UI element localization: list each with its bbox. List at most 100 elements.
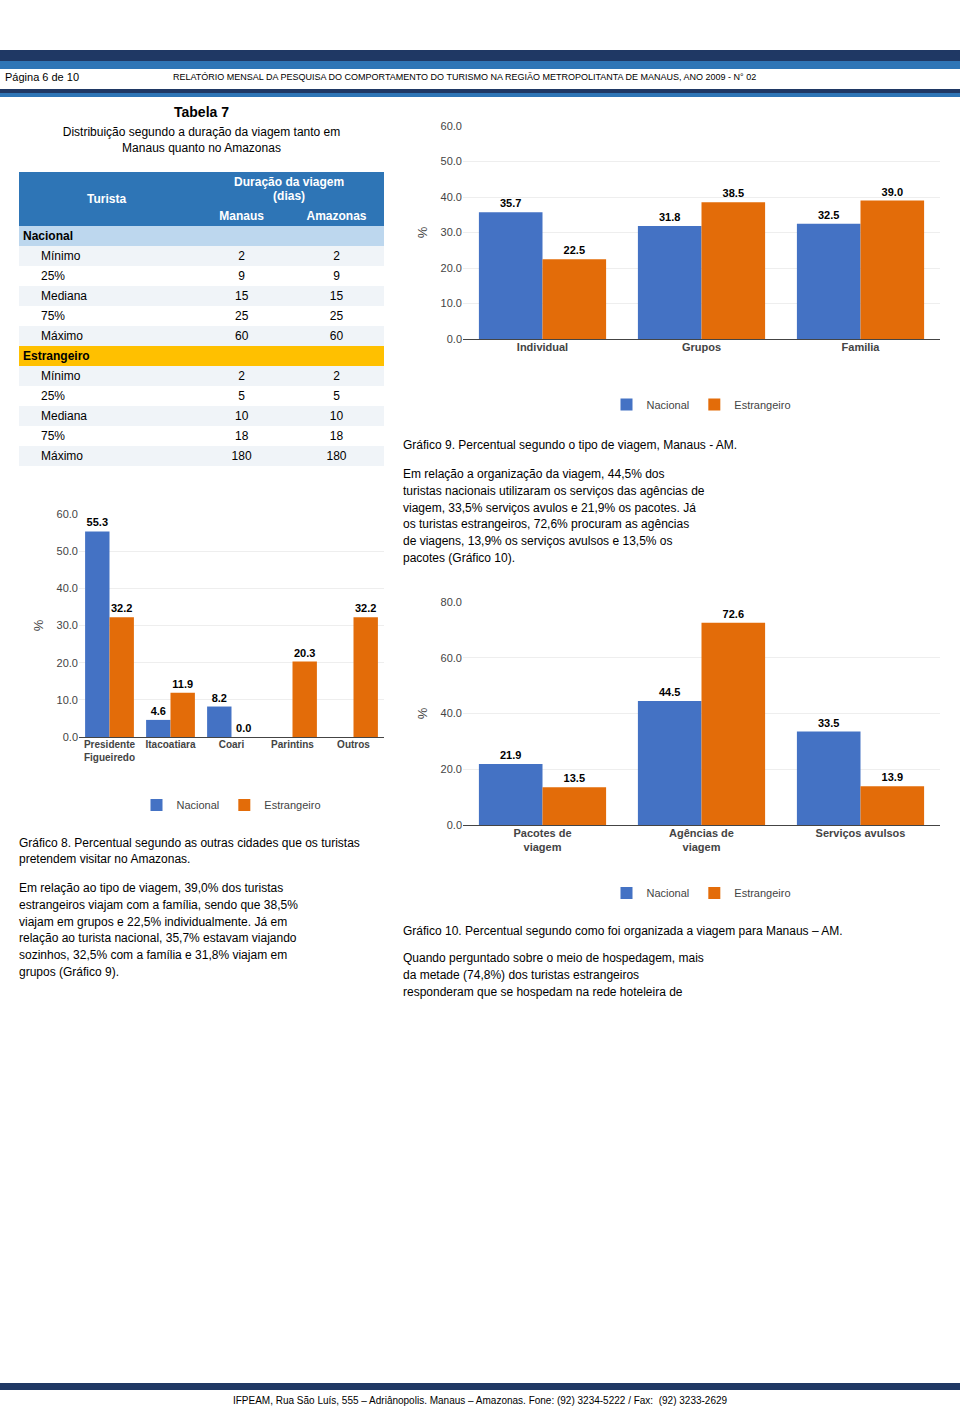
svg-text:Itacoatiara: Itacoatiara [145, 739, 195, 750]
html-text:25%: 25% [41, 269, 65, 283]
html-text:Mínimo: Mínimo [41, 369, 81, 383]
html-text:Máximo: Máximo [41, 449, 83, 463]
html-text:Gráfico 8. Percentual segundo: Gráfico 8. Percentual segundo as outras … [19, 836, 360, 866]
svg-text:Coari: Coari [219, 739, 245, 750]
html-text:10: 10 [329, 409, 344, 423]
svg-text:Pacotes deviagem: Pacotes deviagem [513, 827, 571, 853]
html-text:Mínimo: Mínimo [41, 249, 81, 263]
html-text:25: 25 [235, 309, 249, 323]
svg-text:21.9: 21.9 [500, 749, 521, 761]
svg-text:32.2: 32.2 [111, 602, 132, 614]
svg-text:40.0: 40.0 [57, 582, 78, 594]
html-text:25%: 25% [41, 389, 65, 403]
svg-text:8.2: 8.2 [212, 692, 227, 704]
svg-text:40.0: 40.0 [441, 707, 462, 719]
svg-text:%: % [31, 619, 46, 631]
html-text:60: 60 [235, 329, 249, 343]
html-text:Amazonas: Amazonas [306, 209, 367, 223]
svg-text:22.5: 22.5 [564, 244, 585, 256]
svg-text:80.0: 80.0 [441, 596, 462, 608]
html-text:Nacional: Nacional [23, 229, 73, 243]
svg-text:Estrangeiro: Estrangeiro [264, 799, 320, 811]
svg-text:Agências deviagem: Agências deviagem [669, 827, 734, 853]
svg-text:11.9: 11.9 [172, 678, 193, 690]
html-text:RELATÓRIO MENSAL DA PESQUISA D: RELATÓRIO MENSAL DA PESQUISA DO COMPORTA… [173, 72, 757, 82]
svg-text:10.0: 10.0 [57, 694, 78, 706]
svg-text:Individual: Individual [517, 341, 568, 353]
svg-text:60.0: 60.0 [441, 120, 462, 132]
svg-text:Grupos: Grupos [682, 341, 721, 353]
svg-text:Serviços avulsos: Serviços avulsos [816, 827, 906, 839]
html-text:18: 18 [235, 429, 249, 443]
svg-text:35.7: 35.7 [500, 197, 521, 209]
svg-text:33.5: 33.5 [818, 717, 839, 729]
html-text:Gráfico 9. Percentual segundo: Gráfico 9. Percentual segundo o tipo de … [403, 438, 738, 452]
svg-text:0.0: 0.0 [447, 333, 462, 345]
svg-text:Nacional: Nacional [177, 799, 220, 811]
svg-text:32.2: 32.2 [355, 602, 376, 614]
svg-text:60.0: 60.0 [57, 508, 78, 520]
svg-text:Nacional: Nacional [647, 399, 690, 411]
svg-text:20.0: 20.0 [57, 657, 78, 669]
svg-text:Estrangeiro: Estrangeiro [734, 887, 790, 899]
html-text:Mediana: Mediana [41, 409, 87, 423]
svg-text:72.6: 72.6 [723, 608, 744, 620]
svg-text:50.0: 50.0 [57, 545, 78, 557]
svg-text:10.0: 10.0 [441, 297, 462, 309]
svg-text:39.0: 39.0 [882, 186, 903, 198]
svg-text:Estrangeiro: Estrangeiro [734, 399, 790, 411]
html-text:Manaus: Manaus [219, 209, 264, 223]
html-text:Manaus quanto no Amazonas: Manaus quanto no Amazonas [122, 141, 281, 156]
html-text:IFPEAM, Rua São Luís, 555 – Ad: IFPEAM, Rua São Luís, 555 – Adriânopolis… [232, 1395, 728, 1406]
html-text:Mediana: Mediana [41, 289, 87, 303]
svg-text:4.6: 4.6 [151, 705, 166, 717]
html-text:Duração da viagem: Duração da viagem [234, 175, 345, 189]
svg-text:Nacional: Nacional [647, 887, 690, 899]
svg-text:0.0: 0.0 [236, 722, 251, 734]
html-text:60: 60 [329, 329, 344, 343]
svg-text:30.0: 30.0 [441, 226, 462, 238]
html-text:18: 18 [329, 429, 344, 443]
html-text:(dias): (dias) [273, 189, 306, 203]
html-text:25: 25 [329, 309, 344, 323]
svg-text:0.0: 0.0 [447, 819, 462, 831]
svg-text:Parintins: Parintins [271, 739, 314, 750]
html-text:Máximo: Máximo [41, 329, 83, 343]
svg-text:Outros: Outros [337, 739, 370, 750]
html-text:Quando perguntado sobre o meio: Quando perguntado sobre o meio de hosped… [403, 951, 704, 999]
svg-text:0.0: 0.0 [63, 731, 78, 743]
svg-text:13.9: 13.9 [882, 771, 903, 783]
svg-text:20.3: 20.3 [294, 647, 315, 659]
html-text:15: 15 [329, 289, 344, 303]
svg-text:%: % [415, 226, 430, 238]
html-text:75%: 75% [41, 429, 65, 443]
svg-text:20.0: 20.0 [441, 262, 462, 274]
html-text:Página 6 de 10: Página 6 de 10 [5, 71, 79, 83]
html-text:15: 15 [235, 289, 249, 303]
svg-text:40.0: 40.0 [441, 191, 462, 203]
html-text:180: 180 [326, 449, 347, 463]
html-text:Turista: Turista [87, 192, 127, 206]
html-text:Em relação ao tipo de viagem,: Em relação ao tipo de viagem, 39,0% dos … [19, 881, 298, 979]
svg-text:Familia: Familia [842, 341, 881, 353]
html-text:Distribuição segundo a duração: Distribuição segundo a duração da viagem… [62, 125, 341, 139]
html-text:Estrangeiro: Estrangeiro [23, 349, 90, 363]
svg-text:%: % [415, 707, 430, 719]
svg-text:PresidenteFigueiredo: PresidenteFigueiredo [84, 739, 136, 763]
svg-text:50.0: 50.0 [441, 155, 462, 167]
html-text:180: 180 [231, 449, 252, 463]
html-text:10: 10 [235, 409, 249, 423]
svg-text:20.0: 20.0 [441, 763, 462, 775]
html-text:Tabela 7: Tabela 7 [174, 104, 229, 120]
html-text:75%: 75% [41, 309, 65, 323]
svg-text:44.5: 44.5 [659, 686, 680, 698]
svg-text:31.8: 31.8 [659, 211, 680, 223]
svg-text:38.5: 38.5 [723, 187, 744, 199]
svg-text:60.0: 60.0 [441, 652, 462, 664]
svg-text:30.0: 30.0 [57, 619, 78, 631]
svg-text:32.5: 32.5 [818, 209, 839, 221]
svg-text:13.5: 13.5 [564, 772, 585, 784]
html-text:Gráfico 10. Percentual segundo: Gráfico 10. Percentual segundo como foi … [403, 924, 843, 938]
svg-text:55.3: 55.3 [87, 516, 108, 528]
html-text:Em relação a organização da vi: Em relação a organização da viagem, 44,5… [403, 467, 705, 565]
